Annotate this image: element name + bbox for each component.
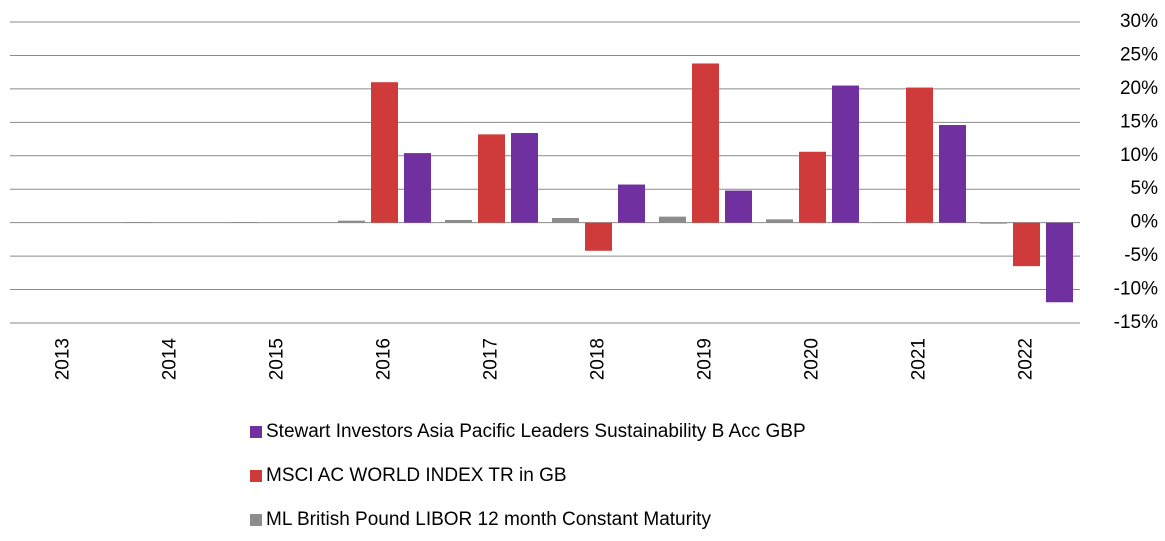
legend-label: ML British Pound LIBOR 12 month Constant… — [266, 509, 711, 530]
bar — [659, 216, 686, 223]
y-tick-label: 20% — [1120, 78, 1158, 99]
legend-swatch — [250, 514, 262, 526]
bar — [873, 221, 900, 223]
x-tick-label: 2018 — [588, 338, 609, 380]
x-tick-label: 2020 — [802, 338, 823, 380]
bar — [511, 133, 538, 223]
bar — [552, 217, 579, 223]
y-tick-label: 0% — [1131, 212, 1159, 233]
x-tick-label: 2022 — [1016, 338, 1037, 380]
x-tick-label: 2014 — [160, 338, 181, 381]
y-tick-label: -5% — [1124, 245, 1158, 266]
bar — [980, 222, 1007, 224]
bar — [404, 153, 431, 223]
x-tick-label: 2016 — [374, 338, 395, 380]
bar — [231, 221, 258, 223]
bar — [371, 82, 398, 223]
x-tick-label: 2021 — [909, 338, 930, 380]
y-tick-label: 5% — [1131, 178, 1159, 199]
legend-label: MSCI AC WORLD INDEX TR in GB — [266, 465, 567, 486]
y-tick-label: 10% — [1120, 145, 1158, 166]
bar — [478, 134, 505, 223]
legend-label: Stewart Investors Asia Pacific Leaders S… — [266, 421, 806, 442]
y-tick-label: 25% — [1120, 44, 1158, 65]
bar — [692, 63, 719, 223]
bar — [338, 220, 365, 223]
x-tick-label: 2013 — [53, 338, 74, 380]
bar — [618, 184, 645, 223]
bar — [124, 221, 151, 223]
bar — [1046, 222, 1073, 303]
bar — [766, 219, 793, 223]
x-tick-label: 2015 — [267, 338, 288, 380]
x-tick-label: 2017 — [481, 338, 502, 380]
bar — [1013, 222, 1040, 267]
y-tick-label: 15% — [1120, 111, 1158, 132]
bar — [585, 222, 612, 251]
bar — [832, 85, 859, 223]
legend-swatch — [250, 426, 262, 438]
bar — [725, 190, 752, 223]
bar — [939, 125, 966, 223]
y-tick-label: 30% — [1120, 11, 1158, 32]
bar — [799, 151, 826, 223]
bar — [445, 219, 472, 223]
legend-swatch — [250, 470, 262, 482]
y-tick-label: -15% — [1114, 312, 1158, 333]
x-tick-label: 2019 — [695, 338, 716, 380]
bar — [906, 87, 933, 223]
y-tick-label: -10% — [1114, 279, 1158, 300]
